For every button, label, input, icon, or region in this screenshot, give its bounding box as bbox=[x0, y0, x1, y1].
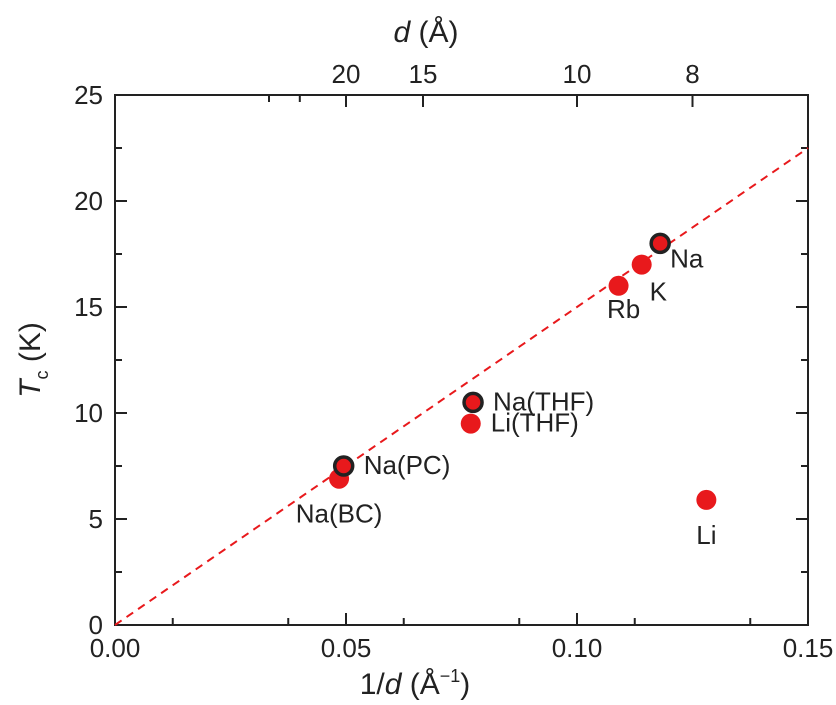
data-point bbox=[462, 391, 484, 414]
data-point bbox=[460, 413, 481, 434]
data-point bbox=[696, 489, 717, 510]
point-label: Na(PC) bbox=[364, 450, 451, 480]
point-label: Li(THF) bbox=[491, 408, 579, 438]
data-point bbox=[608, 275, 629, 296]
top-tick-label: 20 bbox=[332, 59, 361, 89]
x-tick-label: 0.10 bbox=[552, 633, 603, 663]
top-tick-label: 8 bbox=[685, 59, 699, 89]
x-tick-label: 0.05 bbox=[321, 633, 372, 663]
y-tick-label: 15 bbox=[74, 292, 103, 322]
y-tick-label: 0 bbox=[89, 610, 103, 640]
y-tick-label: 5 bbox=[89, 504, 103, 534]
y-tick-label: 25 bbox=[74, 80, 103, 110]
y-tick-label: 10 bbox=[74, 398, 103, 428]
point-label: K bbox=[650, 277, 668, 307]
top-axis-title: d (Å) bbox=[393, 16, 458, 49]
point-label: Rb bbox=[607, 294, 640, 324]
point-label: Li bbox=[696, 520, 716, 550]
x-tick-label: 0.00 bbox=[90, 633, 141, 663]
data-point bbox=[332, 455, 355, 477]
data-point bbox=[649, 232, 671, 255]
top-tick-label: 10 bbox=[563, 59, 592, 89]
point-label: Na bbox=[670, 243, 704, 273]
x-axis-title: 1/d (Å−1) bbox=[360, 666, 471, 701]
x-tick-label: 0.15 bbox=[783, 633, 834, 663]
point-label: Na(THF) bbox=[493, 386, 594, 416]
axis-ticks: 0.00 0.05 0.10 0.15 0 5 10 15 20 25 20 15 10 8 bbox=[74, 59, 833, 663]
top-tick-label: 15 bbox=[409, 59, 438, 89]
y-axis-title: Tc (K) bbox=[14, 322, 52, 398]
y-tick-label: 20 bbox=[74, 186, 103, 216]
point-label: Na(BC) bbox=[296, 499, 383, 529]
data-points: Na(BC) Na(PC) Li(THF)Na(THF) Rb KNa Li bbox=[296, 232, 717, 550]
data-point bbox=[631, 254, 652, 275]
fit-line bbox=[114, 147, 809, 626]
